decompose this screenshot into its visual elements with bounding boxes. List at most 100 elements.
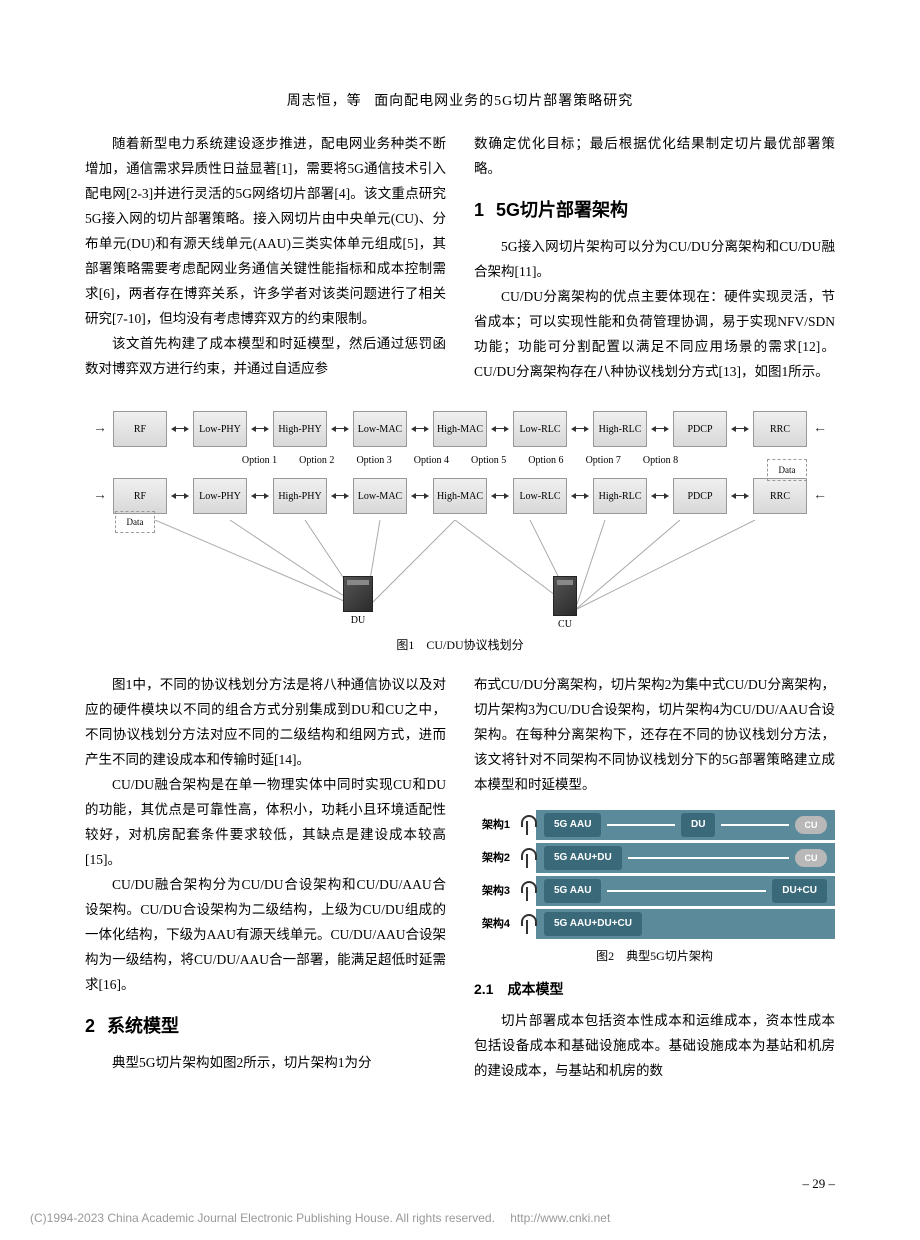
arch-connector bbox=[607, 824, 675, 826]
arch-row-4: 架构4 5G AAU+DU+CU bbox=[474, 909, 835, 939]
footer-url-link[interactable]: http://www.cnki.net bbox=[510, 1211, 610, 1225]
antenna-icon-wrap bbox=[518, 876, 536, 906]
arch-row-2: 架构2 5G AAU+DU CU bbox=[474, 843, 835, 873]
proto-box: High-RLC bbox=[593, 411, 647, 447]
option-label: Option 3 bbox=[356, 455, 391, 466]
para: 典型5G切片架构如图2所示，切片架构1为分 bbox=[85, 1051, 446, 1076]
figure-1: → RF Low-PHY High-PHY Low-MAC High-MAC L… bbox=[85, 397, 835, 661]
antenna-icon bbox=[521, 914, 533, 934]
arch-label: 架构2 bbox=[474, 843, 518, 873]
arch-row-1: 架构1 5G AAU DU CU bbox=[474, 810, 835, 840]
bidir-arrow-icon bbox=[333, 495, 347, 497]
para: CU/DU分离架构的优点主要体现在：硬件实现灵活，节省成本；可以实现性能和负荷管… bbox=[474, 285, 835, 385]
proto-box: RRC bbox=[753, 411, 807, 447]
col-right-top: 数确定优化目标；最后根据优化结果制定切片最优部署策略。 15G切片部署架构 5G… bbox=[474, 132, 835, 385]
section-2-title: 2系统模型 bbox=[85, 1010, 446, 1043]
proto-box: Low-RLC bbox=[513, 411, 567, 447]
proto-box: Low-PHY bbox=[193, 411, 247, 447]
top-columns: 随着新型电力系统建设逐步推进，配电网业务种类不断增加，通信需求异质性日益显著[1… bbox=[85, 132, 835, 385]
para: CU/DU融合架构分为CU/DU合设架构和CU/DU/AAU合设架构。CU/DU… bbox=[85, 873, 446, 998]
page-header: 周志恒，等 面向配电网业务的5G切片部署策略研究 bbox=[85, 90, 835, 110]
bidir-arrow-icon bbox=[733, 495, 747, 497]
arch-connector bbox=[628, 857, 789, 859]
col-right-bottom: 布式CU/DU分离架构，切片架构2为集中式CU/DU分离架构，切片架构3为CU/… bbox=[474, 673, 835, 1084]
para-continuation: 布式CU/DU分离架构，切片架构2为集中式CU/DU分离架构，切片架构3为CU/… bbox=[474, 673, 835, 798]
du-device: DU bbox=[343, 576, 373, 630]
cu-device-icon bbox=[553, 576, 577, 616]
proto-box: Low-MAC bbox=[353, 478, 407, 514]
arch-pill: 5G AAU bbox=[544, 879, 601, 904]
arch-label: 架构1 bbox=[474, 810, 518, 840]
antenna-icon-wrap bbox=[518, 909, 536, 939]
arch-label: 架构4 bbox=[474, 909, 518, 939]
page-number: – 29 – bbox=[803, 1176, 836, 1192]
cloud-icon: CU bbox=[795, 816, 827, 834]
bidir-arrow-icon bbox=[653, 428, 667, 430]
para: 该文首先构建了成本模型和时延模型，然后通过惩罚函数对博弈双方进行约束，并通过自适… bbox=[85, 332, 446, 382]
cu-device: CU bbox=[553, 576, 577, 630]
antenna-icon bbox=[521, 881, 533, 901]
bidir-arrow-icon bbox=[413, 428, 427, 430]
subsection-2-1: 2.1 成本模型 bbox=[474, 977, 835, 1003]
figure-2: 架构1 5G AAU DU CU 架构2 5G AAU+DU CU bbox=[474, 810, 835, 939]
arch-connector bbox=[607, 890, 766, 892]
proto-box: High-PHY bbox=[273, 411, 327, 447]
option-label: Option 1 bbox=[242, 455, 277, 466]
bidir-arrow-icon bbox=[333, 428, 347, 430]
options-row: Option 1 Option 2 Option 3 Option 4 Opti… bbox=[85, 455, 835, 466]
bidir-arrow-icon bbox=[253, 495, 267, 497]
arch-pill: 5G AAU bbox=[544, 813, 601, 838]
proto-box: Low-PHY bbox=[193, 478, 247, 514]
arch-connector bbox=[721, 824, 789, 826]
cloud-icon: CU bbox=[795, 849, 827, 867]
bidir-arrow-icon bbox=[173, 495, 187, 497]
proto-box: High-RLC bbox=[593, 478, 647, 514]
bidir-arrow-icon bbox=[253, 428, 267, 430]
du-device-icon bbox=[343, 576, 373, 612]
proto-box: PDCP bbox=[673, 478, 727, 514]
option-label: Option 8 bbox=[643, 455, 678, 466]
para: 随着新型电力系统建设逐步推进，配电网业务种类不断增加，通信需求异质性日益显著[1… bbox=[85, 132, 446, 332]
bottom-columns: 图1中，不同的协议栈划分方法是将八种通信协议以及对应的硬件模块以不同的组合方式分… bbox=[85, 673, 835, 1084]
option-label: Option 4 bbox=[414, 455, 449, 466]
option-label: Option 2 bbox=[299, 455, 334, 466]
header-title: 面向配电网业务的5G切片部署策略研究 bbox=[374, 94, 633, 109]
section-num: 2 bbox=[85, 1016, 95, 1036]
option-label: Option 7 bbox=[586, 455, 621, 466]
arch-pill: 5G AAU+DU+CU bbox=[544, 912, 642, 937]
bidir-arrow-icon bbox=[173, 428, 187, 430]
antenna-icon bbox=[521, 848, 533, 868]
proto-box: RF bbox=[113, 411, 167, 447]
figure-1-caption: 图1 CU/DU协议栈划分 bbox=[85, 636, 835, 653]
antenna-icon-wrap bbox=[518, 843, 536, 873]
header-author: 周志恒，等 bbox=[287, 94, 362, 109]
bidir-arrow-icon bbox=[413, 495, 427, 497]
proto-box: Low-RLC bbox=[513, 478, 567, 514]
bidir-arrow-icon bbox=[573, 428, 587, 430]
proto-box: PDCP bbox=[673, 411, 727, 447]
footer-copyright: (C)1994-2023 China Academic Journal Elec… bbox=[30, 1211, 610, 1225]
section-num: 1 bbox=[474, 200, 484, 220]
bidir-arrow-icon bbox=[733, 428, 747, 430]
option-label: Option 6 bbox=[528, 455, 563, 466]
proto-box: High-MAC bbox=[433, 411, 487, 447]
bidir-arrow-icon bbox=[493, 495, 507, 497]
arch-row-3: 架构3 5G AAU DU+CU bbox=[474, 876, 835, 906]
antenna-icon-wrap bbox=[518, 810, 536, 840]
option-label: Option 5 bbox=[471, 455, 506, 466]
para: 切片部署成本包括资本性成本和运维成本，资本性成本包括设备成本和基础设施成本。基础… bbox=[474, 1009, 835, 1084]
proto-box: Low-MAC bbox=[353, 411, 407, 447]
para: 5G接入网切片架构可以分为CU/DU分离架构和CU/DU融合架构[11]。 bbox=[474, 235, 835, 285]
bidir-arrow-icon bbox=[653, 495, 667, 497]
fan-lines-container: DU CU bbox=[85, 520, 835, 630]
col-left-bottom: 图1中，不同的协议栈划分方法是将八种通信协议以及对应的硬件模块以不同的组合方式分… bbox=[85, 673, 446, 1084]
section-1-title: 15G切片部署架构 bbox=[474, 194, 835, 227]
para: 图1中，不同的协议栈划分方法是将八种通信协议以及对应的硬件模块以不同的组合方式分… bbox=[85, 673, 446, 773]
arch-pill: DU bbox=[681, 813, 715, 838]
proto-box: High-MAC bbox=[433, 478, 487, 514]
arch-label: 架构3 bbox=[474, 876, 518, 906]
proto-box: RRC bbox=[753, 478, 807, 514]
protocol-row-bottom: → RF Low-PHY High-PHY Low-MAC High-MAC L… bbox=[85, 478, 835, 514]
para: CU/DU融合架构是在单一物理实体中同时实现CU和DU的功能，其优点是可靠性高，… bbox=[85, 773, 446, 873]
antenna-icon bbox=[521, 815, 533, 835]
